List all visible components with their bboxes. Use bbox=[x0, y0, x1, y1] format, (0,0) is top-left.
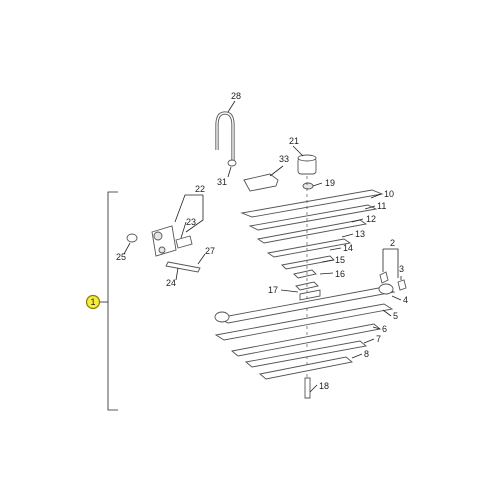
callout-28: 28 bbox=[231, 91, 241, 101]
shackle-assembly bbox=[126, 225, 201, 273]
callout-13: 13 bbox=[355, 229, 365, 239]
callout-17: 17 bbox=[268, 285, 278, 295]
callout-16: 16 bbox=[335, 269, 345, 279]
callout-27: 27 bbox=[205, 246, 215, 256]
callout-31: 31 bbox=[217, 177, 227, 187]
spacer bbox=[293, 269, 317, 279]
center-bolt-head bbox=[299, 289, 321, 301]
washer bbox=[302, 182, 314, 190]
upper-spring-leaves bbox=[240, 189, 384, 270]
leader-lines bbox=[123, 100, 402, 393]
group-callout-1[interactable]: 1 bbox=[85, 294, 101, 310]
callout-19: 19 bbox=[325, 178, 335, 188]
callout-10: 10 bbox=[384, 189, 394, 199]
callout-18: 18 bbox=[319, 381, 329, 391]
callout-5: 5 bbox=[393, 311, 398, 321]
bump-stop bbox=[297, 154, 317, 175]
group-bracket bbox=[98, 191, 118, 411]
callout-11: 11 bbox=[377, 201, 386, 211]
clamp-plate bbox=[243, 173, 279, 192]
callout-1-badge[interactable] bbox=[85, 294, 101, 310]
pin bbox=[379, 271, 389, 284]
callout-24: 24 bbox=[166, 278, 176, 288]
callout-22: 22 bbox=[195, 184, 205, 194]
callout-25: 25 bbox=[116, 252, 126, 262]
bushing bbox=[397, 279, 407, 291]
callout-15: 15 bbox=[335, 255, 345, 265]
main-spring-leaves bbox=[214, 283, 396, 380]
callout-12: 12 bbox=[366, 214, 376, 224]
callout-14: 14 bbox=[343, 243, 353, 253]
callout-6: 6 bbox=[382, 324, 387, 334]
callout-33: 33 bbox=[279, 154, 289, 164]
nut bbox=[227, 159, 237, 167]
center-bolt bbox=[304, 377, 311, 399]
callout-3: 3 bbox=[399, 264, 404, 274]
callout-7: 7 bbox=[376, 334, 381, 344]
callout-1[interactable]: 1 bbox=[90, 297, 95, 307]
callout-8: 8 bbox=[364, 349, 369, 359]
u-bolt bbox=[215, 111, 235, 160]
callout-21: 21 bbox=[289, 136, 299, 146]
callout-4: 4 bbox=[403, 295, 408, 305]
callout-2: 2 bbox=[390, 238, 395, 248]
callout-23: 23 bbox=[186, 217, 196, 227]
